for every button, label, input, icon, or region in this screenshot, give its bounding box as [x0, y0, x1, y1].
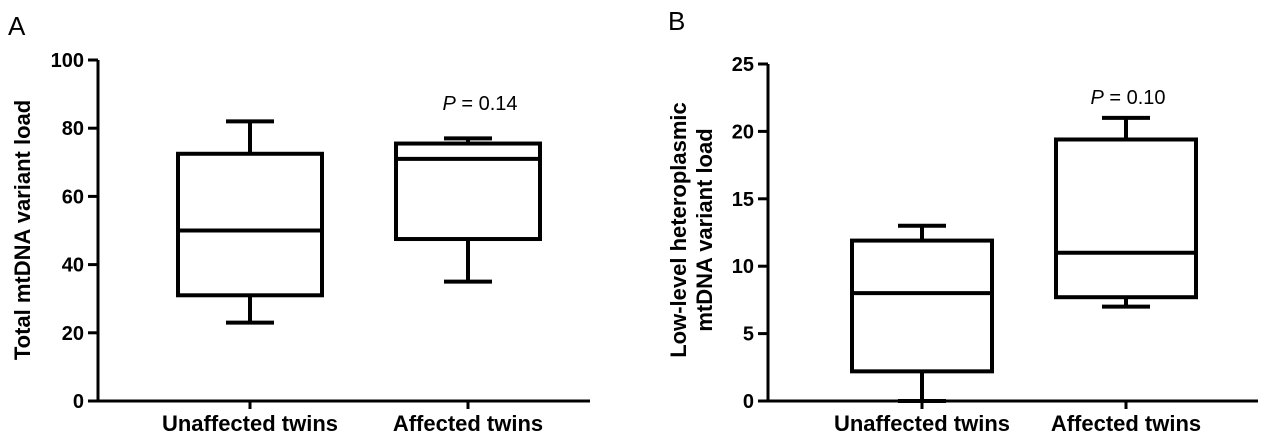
y-tick-label: 10 [732, 256, 754, 278]
panel-b-letter: B [668, 6, 685, 36]
panel-a-letter: A [8, 11, 26, 41]
iqr-box [394, 141, 542, 242]
panel-b-y-axis: 0 5 10 15 20 25 [732, 54, 770, 413]
y-tick-label: 0 [743, 391, 754, 413]
panel-b-x-axis: Unaffected twins Affected twins [768, 399, 1258, 436]
panel-b-boxes [850, 115, 1198, 403]
iqr-box [176, 151, 324, 298]
panel-b-y-title-line-1: Low-level heteroplasmic [666, 102, 691, 358]
y-tick-label: 20 [62, 323, 84, 345]
panel-a-x-axis: Unaffected twins Affected twins [98, 399, 590, 436]
panel-a-boxes [176, 119, 542, 325]
box-2 [394, 136, 542, 284]
x-category-label: Affected twins [1051, 411, 1201, 436]
panel-a-y-axis: 0 20 40 60 80 100 [51, 50, 100, 413]
y-tick-label: 15 [732, 189, 754, 211]
y-tick-label: 80 [62, 118, 84, 140]
y-tick-label: 20 [732, 121, 754, 143]
box-2 [1054, 115, 1198, 309]
y-tick-label: 100 [51, 50, 84, 72]
panel-a-y-title: Total mtDNA variant load [10, 100, 35, 360]
panel-b-p-value: P = 0.10 [1090, 87, 1165, 109]
y-tick-label: 25 [732, 54, 754, 76]
panel-b: B 0 5 10 15 20 25 Unaffected twins Affected tw… [666, 6, 1258, 436]
y-tick-label: 60 [62, 186, 84, 208]
x-category-label: Unaffected twins [162, 411, 338, 436]
panel-b-y-title-line-2: mtDNA variant load [692, 128, 717, 331]
y-tick-label: 40 [62, 255, 84, 277]
x-category-label: Affected twins [393, 411, 543, 436]
box-1 [176, 119, 324, 325]
iqr-box [1054, 137, 1198, 300]
iqr-box [850, 238, 994, 374]
y-tick-label: 5 [743, 324, 754, 346]
box-1 [850, 223, 994, 403]
panel-a-p-value: P = 0.14 [442, 93, 517, 115]
y-tick-label: 0 [73, 391, 84, 413]
panel-a: A 0 20 40 60 80 100 Unaffected twins Affected … [8, 11, 590, 436]
x-category-label: Unaffected twins [834, 411, 1010, 436]
